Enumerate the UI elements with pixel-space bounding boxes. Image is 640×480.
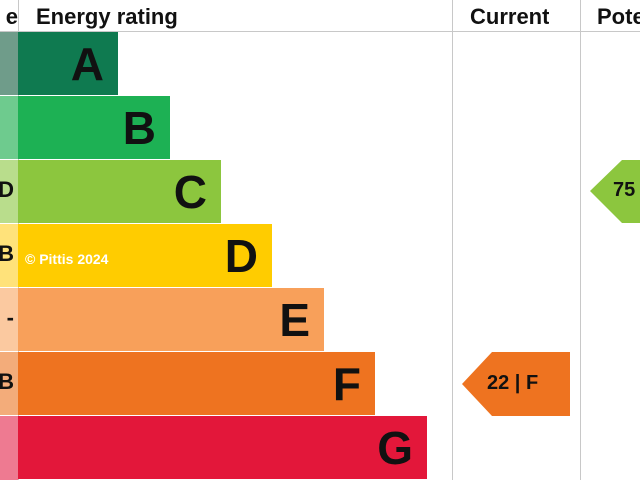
band-letter-c: C [173, 166, 207, 218]
potential-rating-arrow: 75 [590, 160, 640, 223]
band-g: G [18, 416, 427, 479]
left-strip-0 [0, 32, 18, 95]
left-strip-3: B [0, 224, 18, 287]
left-strip-letter-2: D [0, 177, 14, 202]
header-potential: Pote [597, 4, 640, 29]
current-rating-label: 22 | F [487, 372, 539, 394]
band-d: D [18, 224, 272, 287]
left-strip-letter-3: B [0, 241, 14, 266]
band-letter-d: D [224, 230, 258, 282]
band-letter-e: E [279, 294, 310, 346]
band-a: A [18, 32, 118, 95]
left-strip-2: D [0, 160, 18, 223]
band-letter-a: A [70, 38, 104, 90]
band-letter-b: B [122, 102, 156, 154]
header-divider [0, 31, 640, 32]
current-arrow-shape [462, 352, 570, 416]
column-divider-current [452, 0, 453, 480]
band-letter-f: F [332, 358, 361, 410]
header-fragment-left: e [5, 4, 18, 29]
band-letter-g: G [377, 422, 413, 474]
band-f: F [18, 352, 375, 415]
header-current: Current [470, 4, 550, 29]
band-c: C [18, 160, 221, 223]
left-strip-letter-5: B [0, 369, 14, 394]
left-strip-letter-4: - [6, 305, 14, 330]
column-divider-potential [580, 0, 581, 480]
potential-rating-label: 75 [613, 179, 636, 201]
band-e: E [18, 288, 324, 351]
current-rating-arrow: 22 | F [462, 352, 570, 416]
watermark: © Pittis 2024 [25, 251, 109, 267]
potential-arrow-shape [590, 160, 640, 223]
left-strip-6 [0, 416, 18, 480]
left-strip-4: - [0, 288, 18, 351]
header-energy-rating: Energy rating [36, 4, 178, 29]
left-strip-1 [0, 96, 18, 159]
left-strip-5: B [0, 352, 18, 415]
band-b: B [18, 96, 170, 159]
